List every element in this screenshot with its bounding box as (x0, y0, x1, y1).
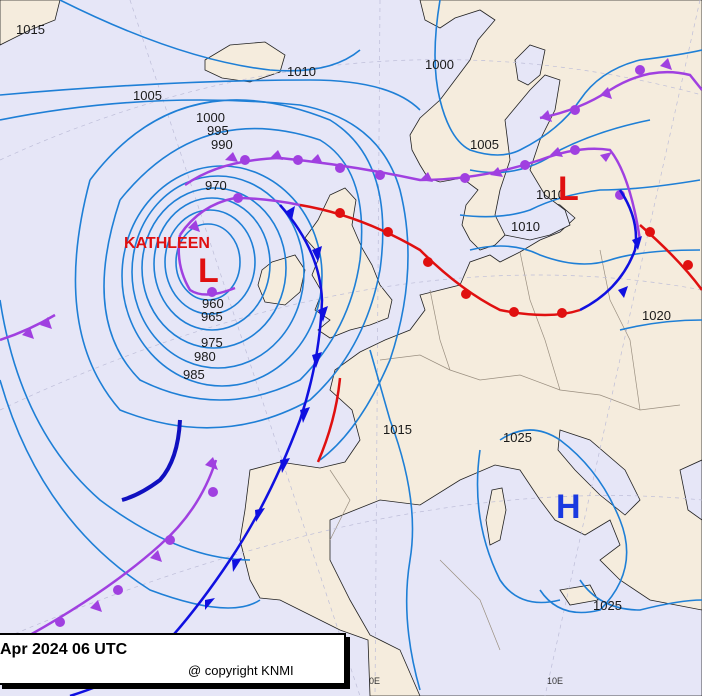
copyright-label: @ copyright KNMI (188, 663, 294, 678)
occluded-front-baltic (539, 70, 702, 120)
corsica-sardinia (485, 487, 507, 546)
isobar-label: 970 (205, 178, 227, 193)
isobar-label: 1010 (287, 64, 316, 79)
occluded-front-kathleen-loop (177, 234, 236, 296)
occluded-front-north (184, 147, 642, 241)
warm-front-symbols (335, 208, 693, 318)
trough-line (121, 419, 182, 502)
occluded-front-symbols (22, 58, 672, 627)
greenland (0, 0, 61, 46)
isobar-label: 1000 (196, 110, 225, 125)
longitude-label: 10E (547, 676, 563, 686)
isobar-label: 1010 (511, 219, 540, 234)
low-pressure-symbol: L (198, 252, 219, 290)
caption-box: Apr 2024 06 UTC @ copyright KNMI (0, 633, 346, 685)
cold-front-europe (579, 189, 638, 312)
isobar-label: 1005 (470, 137, 499, 152)
isobar-label: 1020 (642, 308, 671, 323)
isobar-label: 1025 (503, 430, 532, 445)
gulf-of-bothnia (514, 44, 546, 86)
adriatic-sea (557, 429, 641, 516)
isobar-label: 980 (194, 349, 216, 364)
storm-name-label: KATHLEEN (124, 235, 210, 252)
occluded-front-atlantic-south (29, 459, 218, 637)
black-sea (679, 459, 702, 521)
great-britain (304, 187, 393, 339)
isobar-label: 1000 (425, 57, 454, 72)
high-pressure-symbol: H (556, 488, 581, 526)
low-pressure-symbol: L (558, 170, 579, 208)
isobar-label: 960 (202, 296, 224, 311)
isobar-label: 1010 (536, 187, 565, 202)
isobar-label: 990 (211, 137, 233, 152)
isobar-label: 975 (201, 335, 223, 350)
isobar-label: 995 (207, 123, 229, 138)
cold-front-symbols (205, 206, 642, 610)
longitude-label: 0E (369, 676, 380, 686)
valid-time-label: Apr 2024 06 UTC (0, 641, 128, 658)
borders (329, 249, 681, 651)
warm-front-biscay (316, 377, 342, 463)
isobar-label: 1005 (133, 88, 162, 103)
iceland (204, 41, 286, 83)
warm-front-north-sea (299, 203, 581, 317)
isobar-label: 985 (183, 367, 205, 382)
isobar-label: 1025 (593, 598, 622, 613)
grid-labels: 0E 10E (369, 676, 563, 686)
occluded-fronts (0, 70, 702, 637)
isobar-label: 1015 (16, 22, 45, 37)
isobar-label: 965 (201, 309, 223, 324)
isobar-label: 1015 (383, 422, 412, 437)
pressure-centers: KATHLEEN L L H (124, 170, 581, 526)
isobar-labels: 1015 1010 1005 1000 995 990 970 960 965 … (16, 22, 671, 613)
